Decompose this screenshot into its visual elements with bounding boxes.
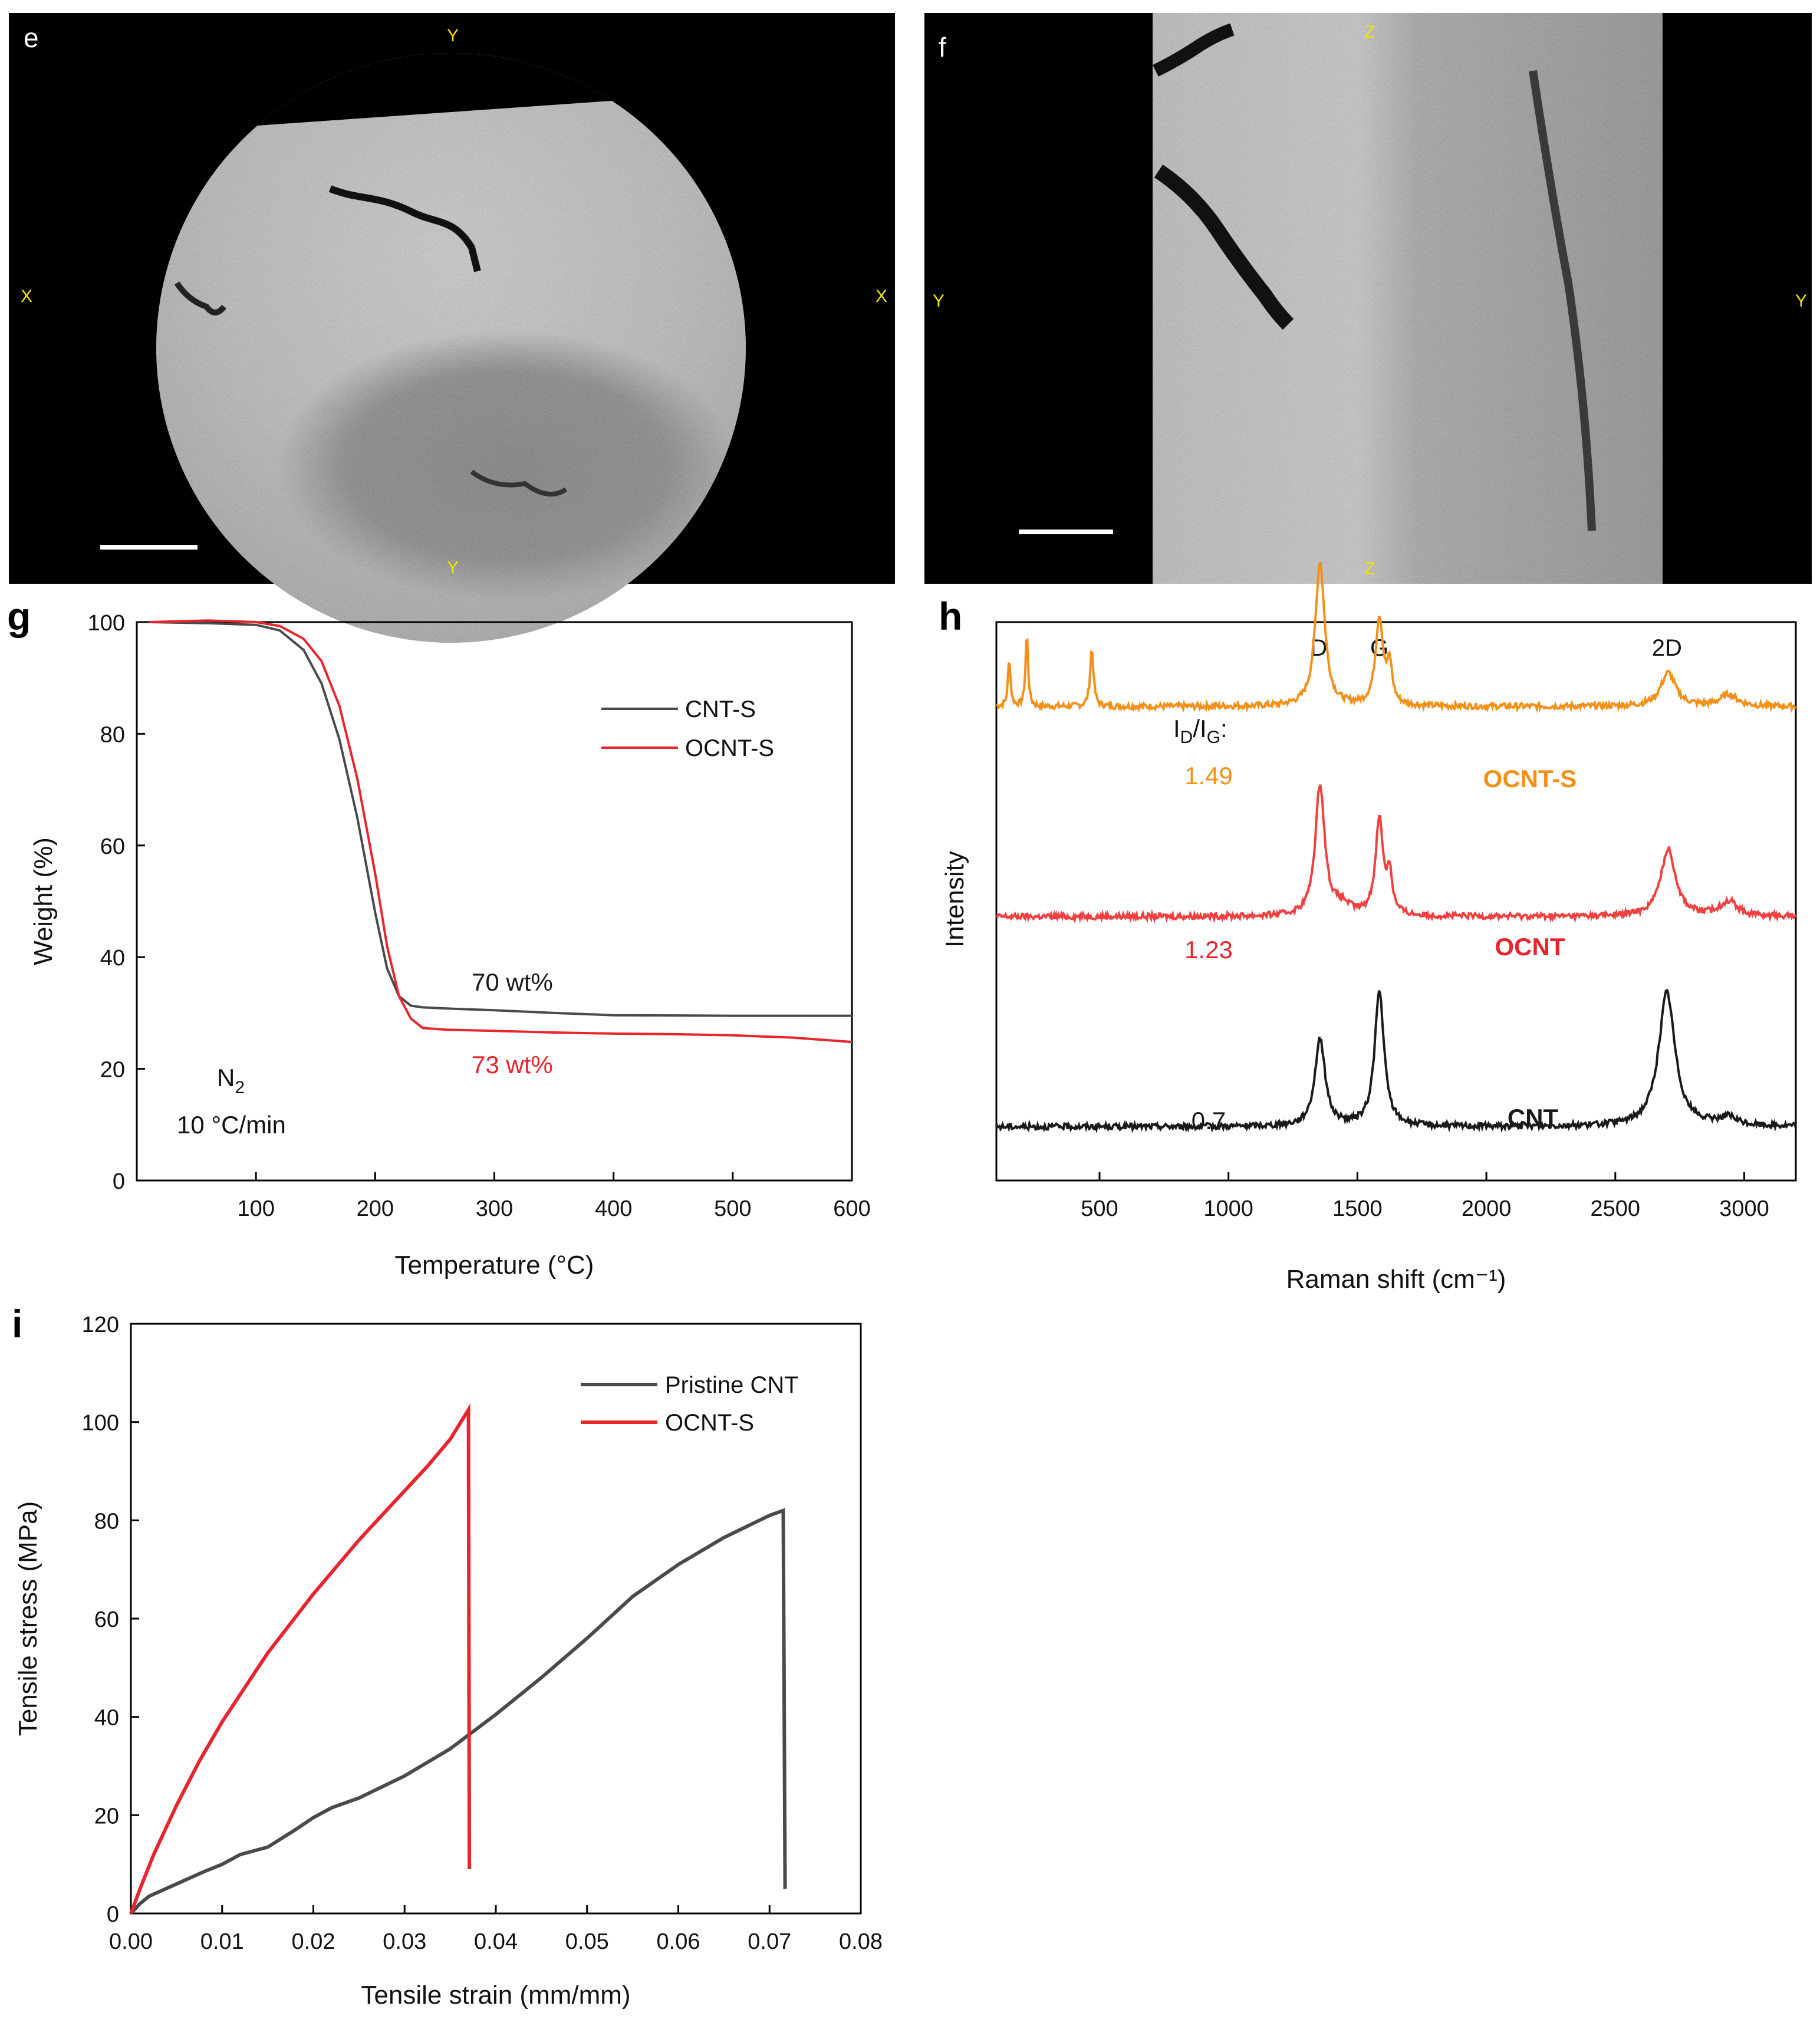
plot-frame — [995, 621, 1797, 1182]
legend-label: OCNT-S — [685, 735, 774, 761]
series-line-cnt-s — [149, 621, 852, 1017]
series-label: OCNT — [1495, 933, 1565, 961]
x-tick-label: 0.01 — [200, 1929, 244, 1954]
y-tick-label: 80 — [100, 722, 125, 747]
series-line-ocnt-s — [149, 619, 853, 1044]
legend-label: Pristine CNT — [665, 1372, 799, 1398]
axis-mark-left: Y — [933, 291, 944, 311]
x-tick-label: 300 — [476, 1196, 513, 1221]
x-tick-label: 0.03 — [383, 1929, 426, 1954]
y-tick-label: 20 — [94, 1804, 119, 1829]
x-tick-label: 0.07 — [748, 1929, 791, 1954]
x-tick-label: 600 — [833, 1196, 870, 1221]
y-tick-label: 60 — [100, 834, 125, 859]
x-axis-label: Temperature (°C) — [395, 1251, 594, 1280]
y-tick-label: 0 — [113, 1169, 125, 1194]
legend-label: CNT-S — [685, 696, 756, 722]
annotation-ocnt-s: 73 wt% — [472, 1051, 553, 1078]
chart-i: i 0.00 0.01 0.02 0.03 0.04 0.05 0.06 0.07 0.08 0 2… — [12, 1302, 883, 2010]
y-axis-label: Intensity — [940, 851, 969, 948]
condition-gas: N2 — [217, 1064, 245, 1097]
x-tick-label: 400 — [595, 1196, 632, 1221]
x-tick-label: 0.08 — [839, 1929, 883, 1954]
axis-mark-right: X — [876, 287, 887, 306]
y-tick-label: 20 — [100, 1058, 125, 1083]
y-tick-label: 120 — [82, 1313, 119, 1337]
y-tick-label: 40 — [100, 946, 125, 971]
x-tick-label: 0.02 — [292, 1929, 335, 1954]
x-tick-label: 0.06 — [657, 1929, 700, 1954]
x-tick-label: 0.04 — [474, 1929, 518, 1954]
axis-mark-top: Y — [447, 26, 459, 45]
axis-mark-left: X — [21, 287, 32, 306]
x-axis-label: Raman shift (cm⁻¹) — [1286, 1265, 1506, 1294]
x-axis-label: Tensile strain (mm/mm) — [361, 1981, 630, 2010]
y-tick-label: 100 — [82, 1411, 119, 1436]
x-tick-label: 3000 — [1719, 1196, 1769, 1221]
ratio-value: 0.7 — [1192, 1107, 1226, 1135]
scale-bar — [1019, 530, 1113, 534]
x-tick-label: 500 — [1081, 1196, 1118, 1221]
ratio-value: 1.23 — [1184, 936, 1233, 964]
panel-letter: e — [24, 22, 39, 53]
spectrum-ocnt-s — [996, 561, 1797, 713]
y-axis-label: Tensile stress (MPa) — [14, 1501, 42, 1737]
x-tick-label: 0.05 — [565, 1929, 609, 1954]
panel-letter: i — [12, 1302, 22, 1346]
ct-slab-image — [1153, 13, 1663, 584]
axis-mark-bottom: Z — [1364, 559, 1375, 578]
y-tick-label: 0 — [107, 1902, 119, 1927]
scale-bar — [100, 545, 198, 550]
series-label: CNT — [1508, 1104, 1559, 1132]
panel-letter: f — [939, 32, 946, 63]
spectrum-ocnt — [995, 784, 1797, 924]
y-tick-label: 80 — [94, 1509, 119, 1534]
panel-letter: h — [939, 594, 962, 638]
condition-rate: 10 °C/min — [177, 1111, 286, 1139]
y-tick-label: 40 — [94, 1706, 119, 1731]
x-tick-label: 2000 — [1462, 1196, 1512, 1221]
ratio-value: 1.49 — [1184, 762, 1233, 790]
y-tick-label: 100 — [88, 611, 125, 636]
y-axis-label: Weight (%) — [29, 837, 58, 965]
panel-f: f Z Z Y Y — [924, 13, 1812, 584]
panel-letter: g — [7, 594, 31, 638]
panel-e: e Y Y X X — [9, 13, 895, 643]
chart-g: g 100 200 300 400 500 600 0 20 40 60 80 100 Temperat… — [7, 594, 871, 1280]
series-label: OCNT-S — [1483, 765, 1577, 793]
series-line-ocnt-s — [129, 1403, 472, 1915]
x-tick-label: 0.00 — [109, 1929, 153, 1954]
series-line-pristine-cnt — [129, 1508, 787, 1915]
axis-mark-top: Z — [1364, 22, 1375, 42]
axis-mark-bottom: Y — [447, 558, 459, 577]
legend-label: OCNT-S — [665, 1410, 754, 1436]
peak-label: 2D — [1652, 635, 1682, 661]
annotation-cnt-s: 70 wt% — [472, 968, 553, 996]
ratio-header: ID/IG: — [1173, 715, 1227, 747]
axis-mark-right: Y — [1795, 291, 1807, 311]
x-tick-label: 2500 — [1591, 1196, 1641, 1221]
spectrum-cnt — [995, 988, 1797, 1134]
y-tick-label: 60 — [94, 1607, 119, 1632]
x-tick-label: 100 — [237, 1196, 274, 1221]
x-tick-label: 500 — [714, 1196, 751, 1221]
x-tick-label: 200 — [357, 1196, 394, 1221]
x-tick-label: 1500 — [1332, 1196, 1383, 1221]
x-tick-label: 1000 — [1203, 1196, 1253, 1221]
chart-h: h 500 1000 1500 2000 2500 3000 Raman shift (cm… — [939, 561, 1797, 1294]
